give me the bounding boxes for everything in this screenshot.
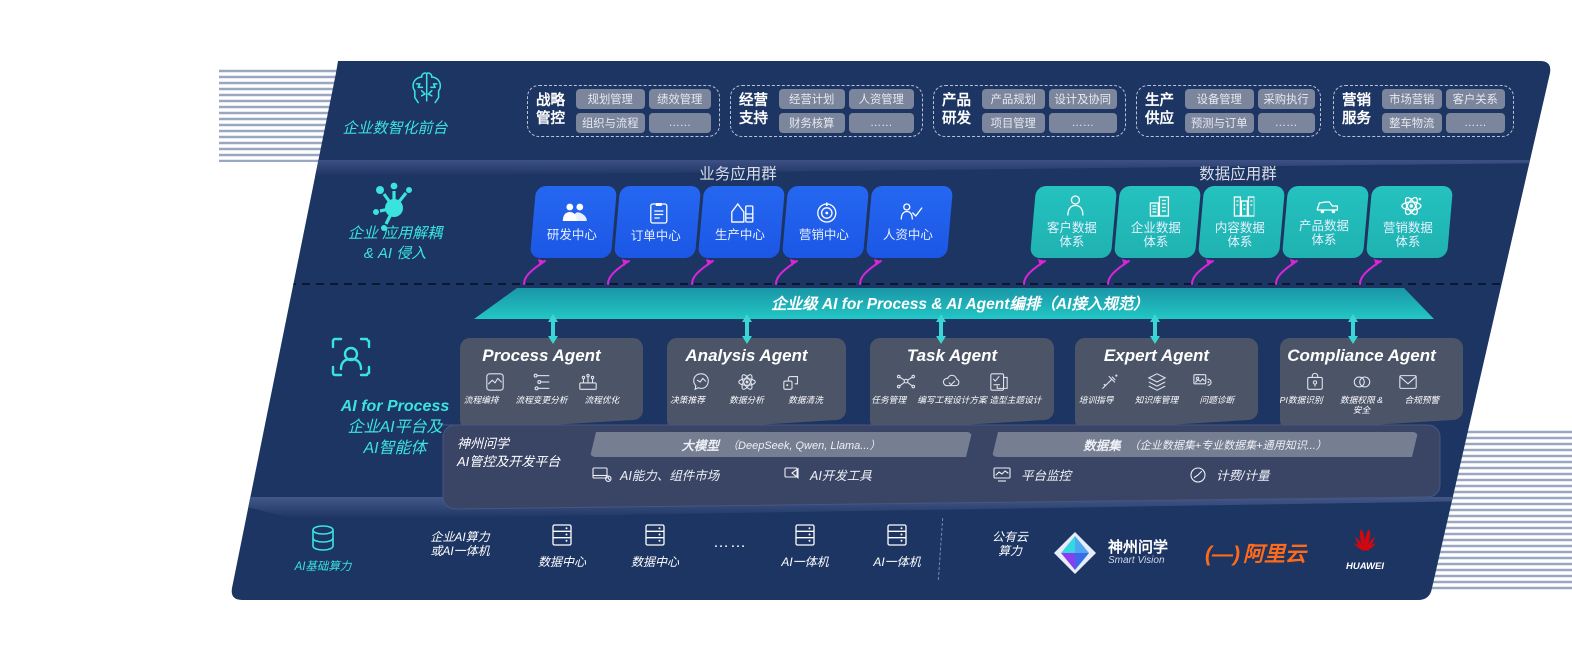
svg-text:HUAWEI: HUAWEI: [1346, 561, 1384, 572]
svg-text:企业级 AI for Process & AI Agent编: 企业级 AI for Process & AI Agent编排（AI接入规范）: [771, 295, 1149, 313]
